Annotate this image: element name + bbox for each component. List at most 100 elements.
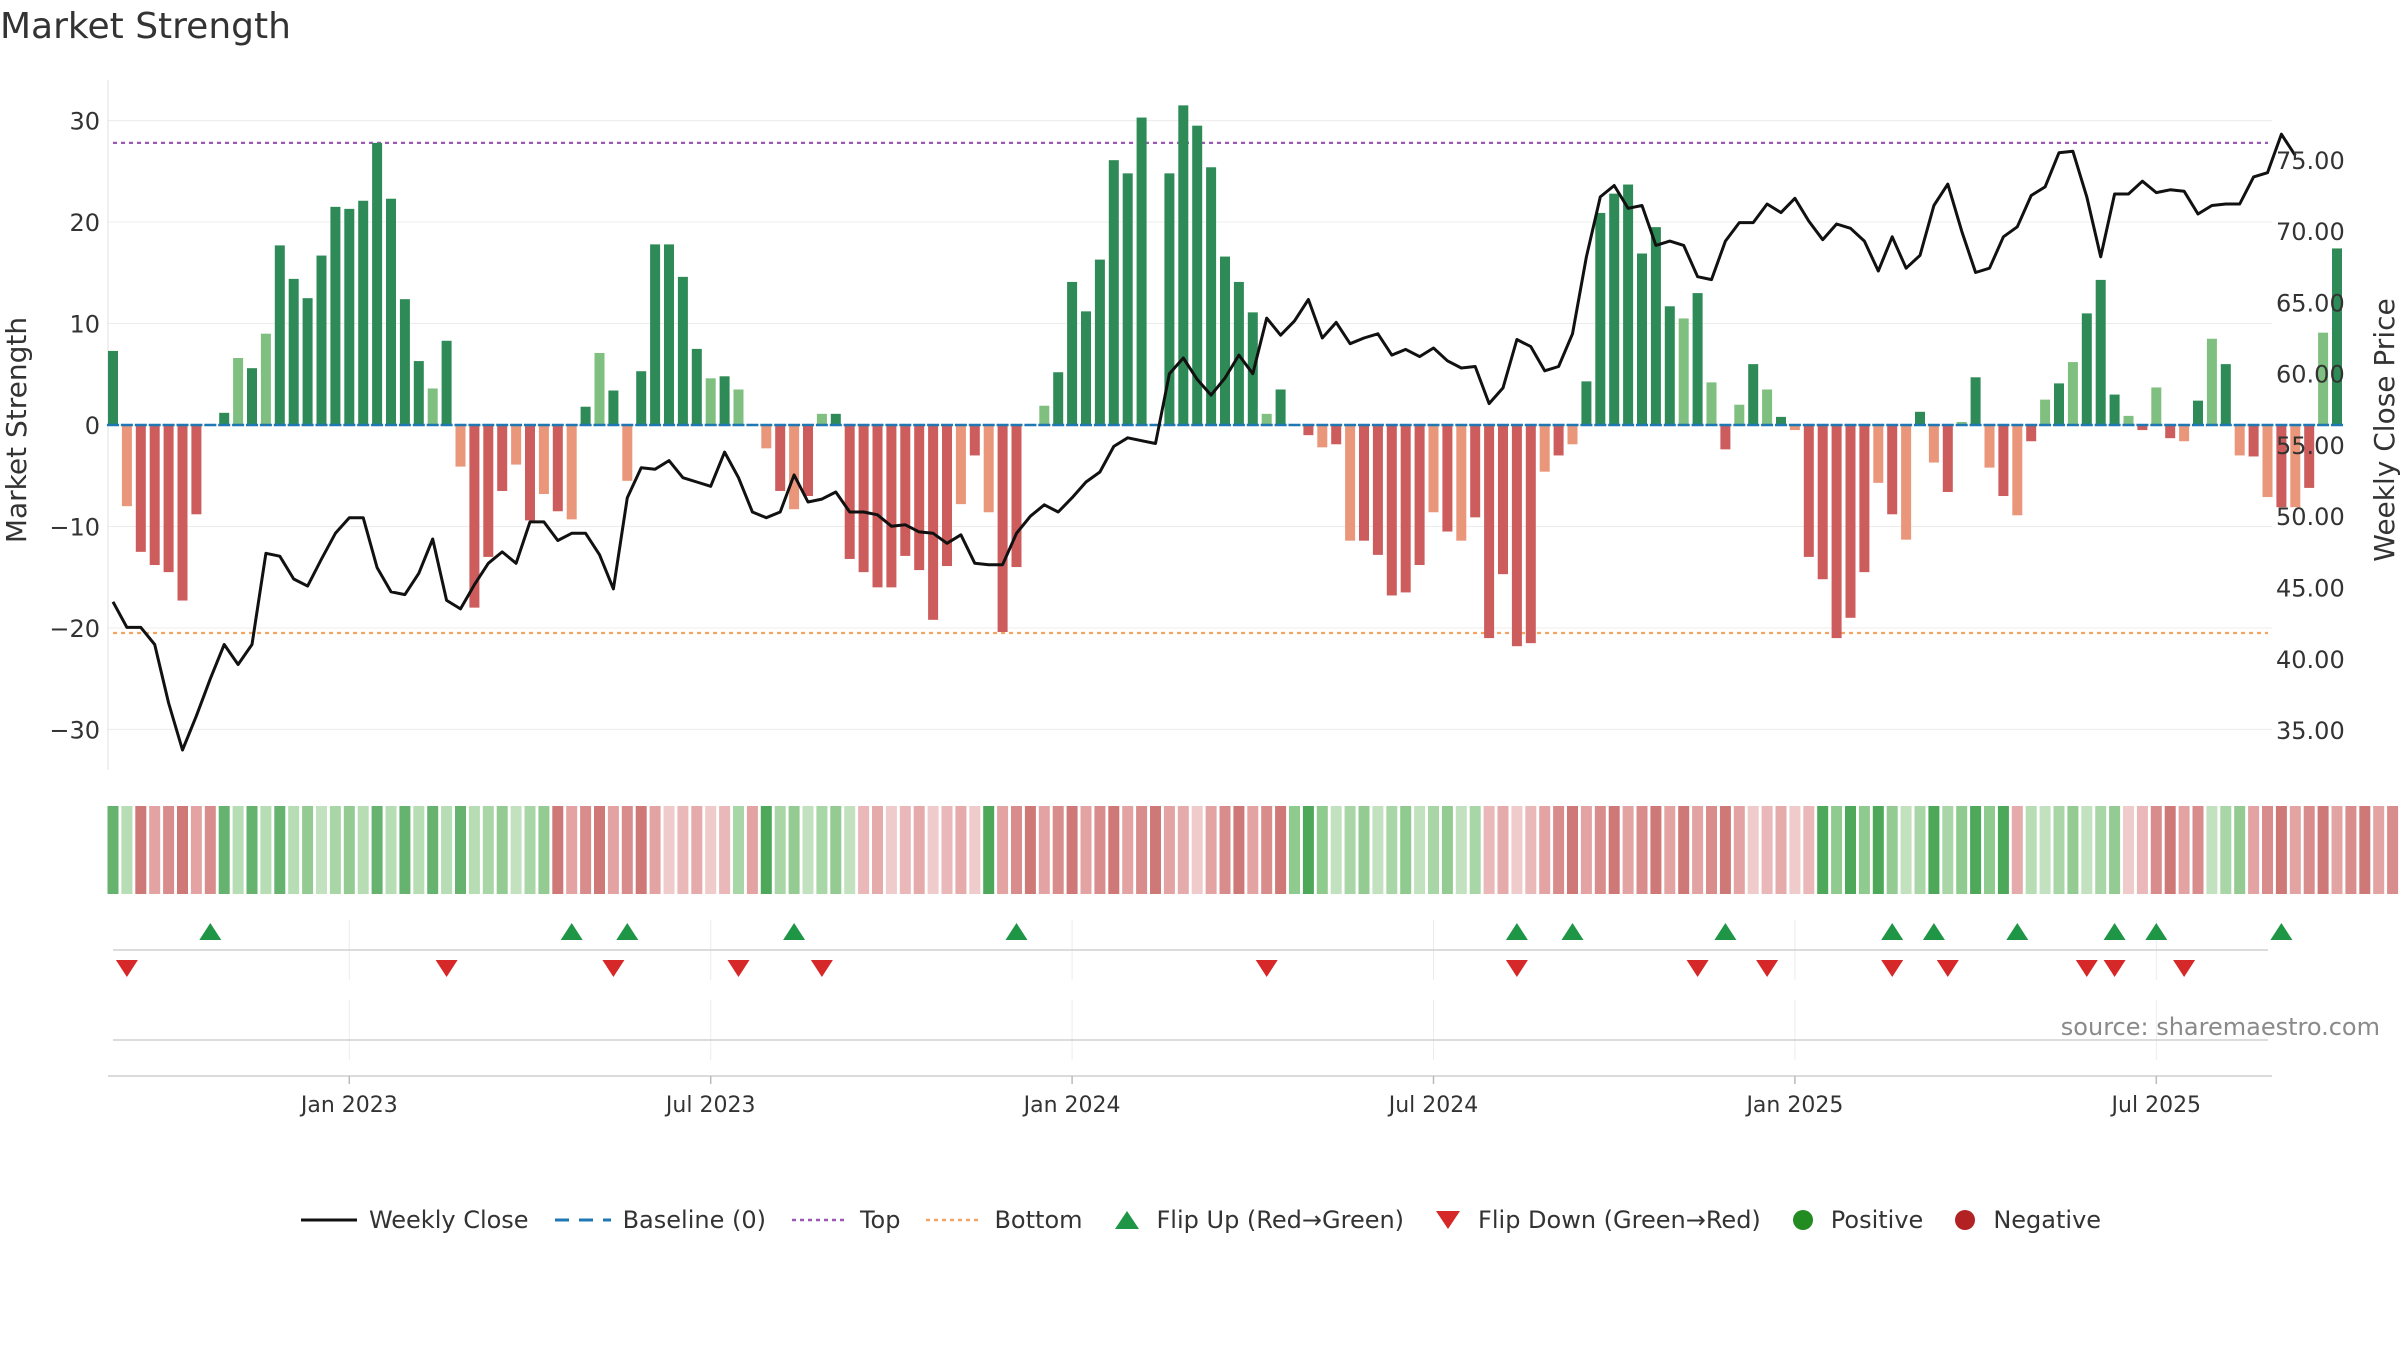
flip-up-marker (616, 923, 639, 940)
strength-bar (135, 425, 146, 552)
strength-bar (1525, 425, 1536, 644)
strength-bar (969, 425, 980, 456)
strength-bar (2095, 279, 2106, 425)
strength-bar (566, 425, 577, 520)
left-axis: 30 20 10 0 −10 −20 −30 (49, 108, 100, 745)
strength-bar (2318, 332, 2329, 425)
regime-cell (1219, 806, 1231, 894)
regime-cell (1136, 806, 1148, 894)
strength-bar (2165, 425, 2176, 439)
legend-item-weekly-close[interactable]: Weekly Close (299, 1206, 529, 1234)
strength-bar (2109, 394, 2120, 425)
strength-bar (2081, 313, 2092, 425)
strength-bar (1164, 173, 1175, 425)
regime-cell (427, 806, 439, 894)
strength-bar (2290, 425, 2301, 508)
regime-cell (1177, 806, 1189, 894)
regime-cell (1066, 806, 1078, 894)
legend-item-flip-up[interactable]: Flip Up (Red→Green) (1107, 1206, 1404, 1234)
strength-bar (413, 361, 424, 425)
regime-cell (2234, 806, 2246, 894)
flip-up-marker (783, 923, 806, 940)
weekly-close-line (111, 132, 2297, 752)
strength-bar (1637, 253, 1647, 425)
strength-bar (1470, 425, 1481, 518)
regime-cell (1567, 806, 1578, 894)
regime-cell (552, 806, 564, 894)
strength-bar (1122, 173, 1133, 425)
regime-cell (844, 806, 856, 894)
strength-bar (427, 388, 438, 425)
strength-bar (2067, 362, 2078, 425)
flip-down-marker (2173, 960, 2196, 977)
regime-strip (107, 806, 2399, 894)
grid-lines (107, 80, 2272, 1060)
strength-bar (177, 425, 188, 601)
regime-cell (441, 806, 453, 894)
strength-bar (664, 244, 674, 425)
regime-cell (788, 806, 800, 894)
flip-down-marker (602, 960, 625, 977)
regime-cell (2053, 806, 2065, 894)
flip-down-marker (2075, 960, 2098, 977)
regime-cell (177, 806, 188, 894)
regime-cell (274, 806, 286, 894)
regime-cell (1455, 806, 1467, 894)
regime-cell (1761, 806, 1773, 894)
regime-cell (885, 806, 897, 894)
strength-bar (455, 425, 466, 467)
regime-cell (107, 806, 119, 894)
strength-bar (2248, 425, 2259, 457)
regime-cell (121, 806, 133, 894)
legend-item-negative[interactable]: Negative (1947, 1206, 2101, 1234)
regime-cell (1275, 806, 1287, 894)
strength-bar (691, 348, 702, 425)
regime-cell (1956, 806, 1968, 894)
regime-cell (691, 806, 703, 894)
strength-bar (789, 425, 800, 510)
regime-cell (1330, 806, 1342, 894)
regime-cell (774, 806, 786, 894)
strength-bar (2151, 387, 2162, 425)
legend-item-positive[interactable]: Positive (1785, 1206, 1923, 1234)
regime-cell (580, 806, 592, 894)
strength-bar (1428, 425, 1439, 513)
strength-bar (1567, 425, 1578, 445)
regime-cell (566, 806, 578, 894)
flip-down-marker (810, 960, 833, 977)
strength-bar (1762, 389, 1773, 425)
strength-bar (247, 368, 257, 425)
regime-cell (1914, 806, 1926, 894)
strength-bar (2193, 400, 2203, 425)
legend-item-bottom[interactable]: Bottom (924, 1206, 1083, 1234)
regime-cell (1553, 806, 1565, 894)
regime-cell (1692, 806, 1704, 894)
y2-tick-label: 55.00 (2276, 432, 2345, 460)
strength-bar (2262, 425, 2273, 498)
regime-cell (1163, 806, 1175, 894)
strength-bar (2220, 364, 2231, 425)
regime-cell (524, 806, 536, 894)
strength-bar (483, 425, 494, 557)
strength-bar (497, 425, 508, 491)
regime-cell (1872, 806, 1884, 894)
strength-bar (1275, 389, 1286, 425)
strength-bar (1053, 372, 1064, 425)
regime-cell (1706, 806, 1717, 894)
regime-cell (1511, 806, 1523, 894)
regime-cell (399, 806, 411, 894)
strength-bar (914, 425, 925, 571)
strength-bar (608, 390, 619, 425)
strength-bar (1094, 259, 1105, 425)
legend-item-top[interactable]: Top (790, 1206, 900, 1234)
regime-cell (607, 806, 619, 894)
strength-bar (163, 425, 174, 573)
legend-item-baseline[interactable]: Baseline (0) (553, 1206, 766, 1234)
regime-cell (371, 806, 383, 894)
strength-bar (2234, 425, 2245, 456)
strength-bar (1706, 382, 1717, 425)
regime-cell (2387, 806, 2399, 894)
strength-bar (1511, 425, 1522, 647)
legend-item-flip-down[interactable]: Flip Down (Green→Red) (1428, 1206, 1761, 1234)
